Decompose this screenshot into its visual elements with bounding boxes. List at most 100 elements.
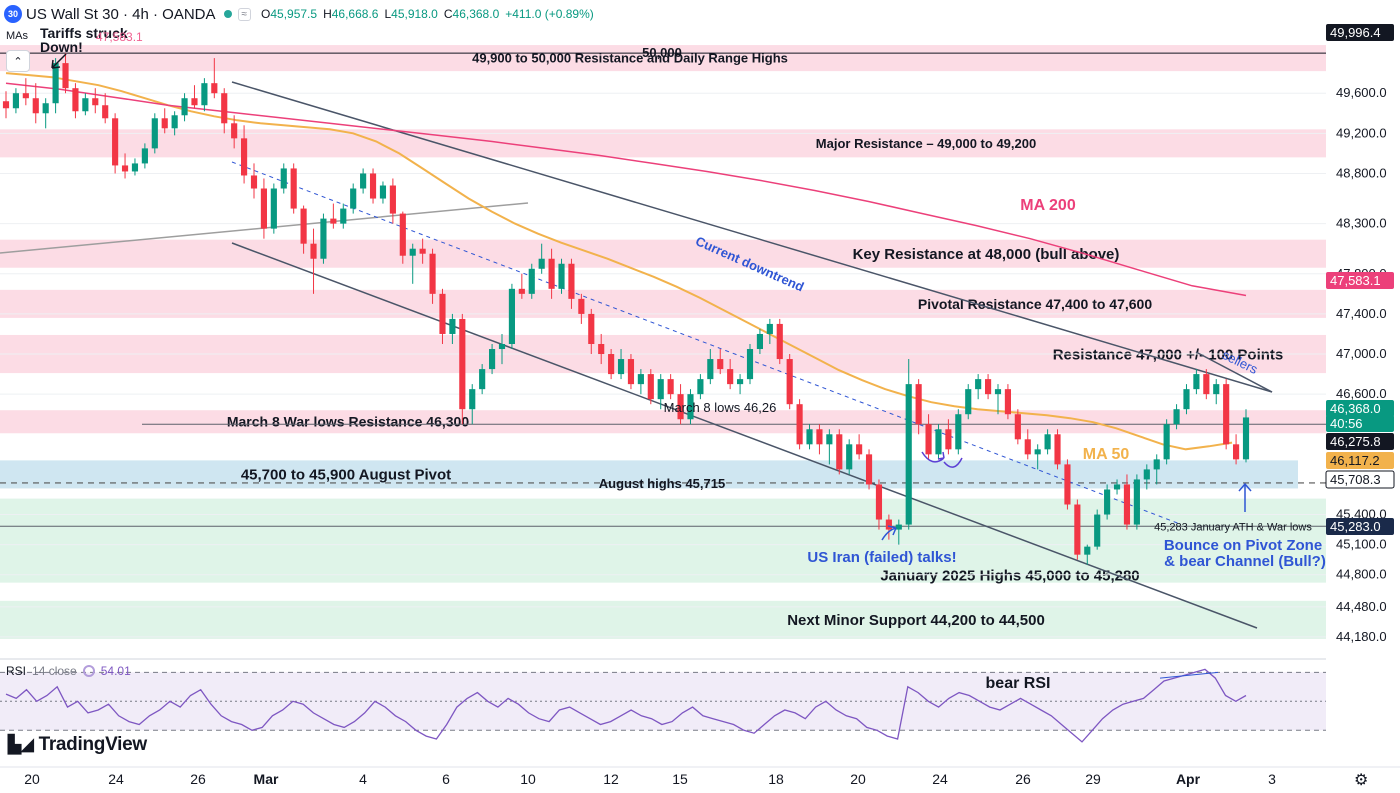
market-status-icon[interactable] [223,10,232,18]
time-tick-label: 24 [932,771,948,787]
price-badge: 47,583.1 [1326,272,1394,289]
ma50-label: MA 50 [1083,446,1130,463]
candle-down [568,263,575,299]
bear-channel [0,81,1273,629]
tradingview-logo[interactable]: ▙◢ TradingView [8,734,147,756]
candle-up [379,185,387,199]
time-tick-label: 15 [672,771,688,787]
candle-up [746,349,754,380]
candle-down [796,404,803,445]
candle-down [608,354,615,375]
price-axis[interactable]: 49,600.049,200.048,800.048,300.047,800.0… [1325,24,1400,768]
candle-down [310,243,317,259]
price-badge-text: 45,283.0 [1330,519,1381,534]
mas-indicator-label[interactable]: MAs [6,30,28,42]
chevron-up-icon[interactable]: ⌃ [6,50,30,72]
march8-lows-label: March 8 lows 46,26 [664,400,777,415]
zone-resistance [0,239,1326,268]
compare-icon[interactable]: ≈ [237,7,251,21]
tariffs-label-line2: Down! [40,39,83,55]
candle-up [935,429,942,455]
candle-down [102,105,109,119]
candle-up [737,379,744,385]
close-label: C [443,7,453,21]
candle-down [250,175,258,189]
price-badge-bg [1326,433,1394,450]
candle-up [1094,514,1101,547]
price-axis-bg [1326,28,1400,768]
time-tick-label: 26 [190,771,206,787]
candle-up [905,384,912,525]
candle-down [260,188,267,229]
time-tick-label: 24 [108,771,124,787]
rsi-settings-icon[interactable] [82,665,95,677]
zone-label: Major Resistance – 49,000 to 49,200 [816,136,1036,151]
candle-down [885,519,892,530]
price-badge-bg [1326,24,1394,41]
price-badge-text: 46,368.0 [1330,401,1381,416]
time-tick-label: Apr [1176,771,1201,787]
candle-up [42,103,49,114]
candle-down [1233,444,1240,460]
candle-up [340,208,347,224]
price-badge: 46,368.0 [1326,400,1394,417]
time-tick-label: 4 [359,771,367,787]
candle-up [320,218,327,259]
double-bottom-left-icon [921,451,945,463]
candle-up [975,379,982,390]
time-axis[interactable]: 20 24 26 Mar 4 6 10 12 15 18 20 24 26 29 Apr 3 [0,766,1400,787]
candle-down [667,379,674,395]
candle-up [1153,459,1160,470]
high-label: H [323,7,332,21]
symbol-title[interactable]: US Wall St 30 · 4h · OANDA [26,5,216,23]
candle-down [518,288,525,294]
zone-label: Next Minor Support 44,200 to 44,500 [787,612,1045,629]
candle-up [637,374,644,385]
time-tick-label: 12 [603,771,619,787]
rsi-legend[interactable]: RSI 14 close 54.01 [6,664,131,678]
gear-icon[interactable]: ⚙ [1354,772,1369,789]
candle-down [717,359,724,370]
mas-indicator-value: 47,583.1 [96,30,143,44]
candle-down [369,173,377,199]
candle-down [836,434,843,470]
high-value: 46,668.6 [331,7,379,21]
candle-up [1104,489,1111,515]
candle-down [32,98,39,114]
candle-down [439,293,446,334]
zone-resistance [0,289,1326,318]
tradingview-mark-icon: ▙◢ [8,735,34,754]
level-45715-label: August highs 45,715 [599,476,725,491]
rsi-line [5,668,1247,743]
candle-up [52,63,59,104]
channel-lower-line [231,242,1258,629]
zone-label: Pivotal Resistance 47,400 to 47,600 [918,296,1152,312]
price-badge-text: 40:56 [1330,416,1363,431]
candle-up [409,248,416,256]
candle-down [598,344,605,355]
candle-up [360,173,367,189]
candle-up [1173,409,1180,425]
price-badge: 40:56 [1326,415,1394,432]
candle-up [12,93,19,109]
candle-up [131,163,139,172]
zone-label: Resistance 47,000 +/- 100 Points [1053,346,1284,363]
candle-down [161,118,168,129]
price-badge-text: 45,708.3 [1330,472,1381,487]
channel-mid-line [231,161,1181,525]
candle-down [290,168,297,209]
candle-down [241,138,248,176]
candle-down [578,298,585,314]
candle-up [1143,469,1150,480]
candle-down [588,313,595,344]
price-badge-bg [1326,415,1394,432]
candle-down [875,484,883,520]
zone-label: January 2025 Highs 45,000 to 45,280 [880,568,1139,585]
price-tick-label: 45,100.0 [1336,537,1387,552]
symbol-logo[interactable]: 30 [4,5,22,23]
candle-up [280,168,287,189]
candle-down [1203,374,1210,395]
candle-down [925,424,932,455]
level-45283-label: 45,283 January ATH & War lows [1154,521,1312,533]
